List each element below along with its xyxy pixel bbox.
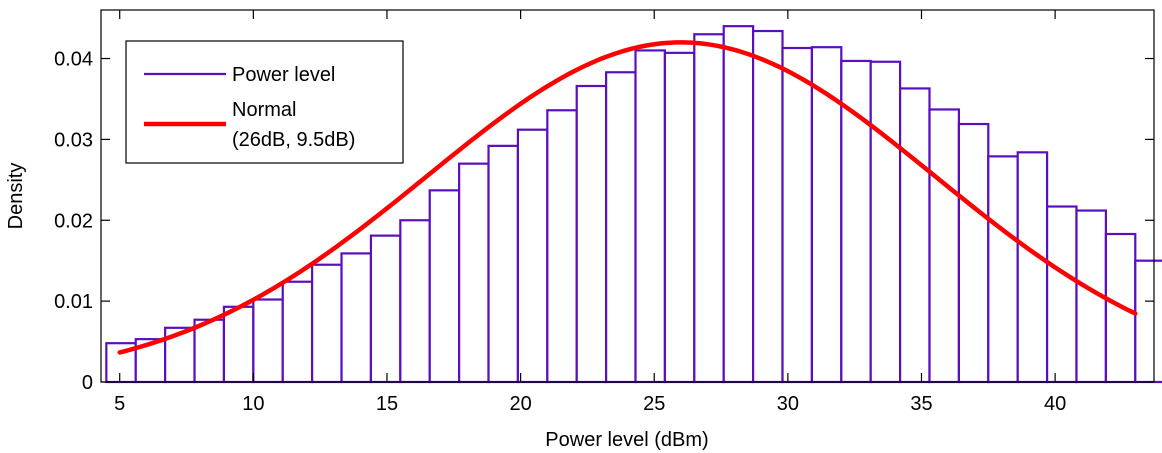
y-tick-label: 0.01 [54, 291, 93, 313]
histogram-bar [781, 46, 814, 384]
x-tick-label: 40 [1044, 393, 1066, 415]
histogram-bar [516, 128, 549, 384]
histogram-bar [1045, 205, 1078, 384]
histogram-bar [810, 46, 843, 384]
normal-fit-layer [117, 40, 1138, 355]
histogram-bar [752, 29, 784, 384]
histogram-bars [105, 25, 1162, 384]
histogram-bar [311, 263, 343, 384]
histogram-bar [722, 25, 755, 384]
y-axis-ticks: 0 0.01 0.02 0.03 0.04 [54, 49, 1154, 394]
plot-area-frame [100, 9, 1155, 383]
x-tick-label: 10 [242, 393, 264, 415]
histogram-bar [428, 189, 461, 384]
histogram-bar [634, 49, 667, 384]
histogram-bar [252, 298, 284, 384]
histogram-bar [1016, 151, 1049, 384]
histogram-bar [957, 122, 990, 384]
y-tick-label: 0.02 [54, 210, 93, 232]
x-tick-label: 15 [376, 393, 398, 415]
histogram-bar [663, 51, 696, 384]
legend-normal-label: Normal [232, 99, 296, 121]
legend-power-level-label: Power level [232, 64, 335, 86]
histogram-bar [399, 219, 431, 384]
histogram-bar [458, 162, 490, 384]
histogram-bar [605, 71, 637, 384]
histogram-bar [340, 252, 373, 384]
y-tick-label: 0.04 [54, 49, 93, 71]
histogram-bar [928, 108, 961, 384]
histogram-bar [281, 280, 314, 384]
x-axis-ticks: 5 10 15 20 25 30 35 40 [114, 10, 1066, 415]
legend-box [125, 40, 404, 164]
y-axis-label: Density [5, 163, 27, 230]
histogram-bar [575, 84, 608, 384]
histogram-bar [193, 318, 226, 384]
histogram-bar [899, 87, 931, 384]
histogram-bar [369, 234, 402, 384]
x-tick-label: 20 [509, 393, 531, 415]
histogram-bar [869, 60, 902, 384]
histogram-bar [693, 33, 725, 384]
x-tick-label: 35 [910, 393, 932, 415]
histogram-bar [546, 109, 578, 384]
histogram-bar [1134, 259, 1162, 384]
x-tick-label: 5 [114, 393, 125, 415]
x-tick-label: 30 [777, 393, 799, 415]
y-tick-label: 0 [82, 372, 93, 394]
y-tick-label: 0.03 [54, 129, 93, 151]
x-tick-label: 25 [643, 393, 665, 415]
legend-normal-params: (26dB, 9.5dB) [232, 129, 355, 151]
histogram-bar [222, 305, 255, 384]
histogram-bar [487, 144, 520, 384]
normal-fit-curve [117, 40, 1138, 355]
legend: Power level Normal (26dB, 9.5dB) [125, 40, 404, 164]
histogram-bar [987, 155, 1019, 384]
x-axis-label: Power level (dBm) [545, 429, 708, 451]
